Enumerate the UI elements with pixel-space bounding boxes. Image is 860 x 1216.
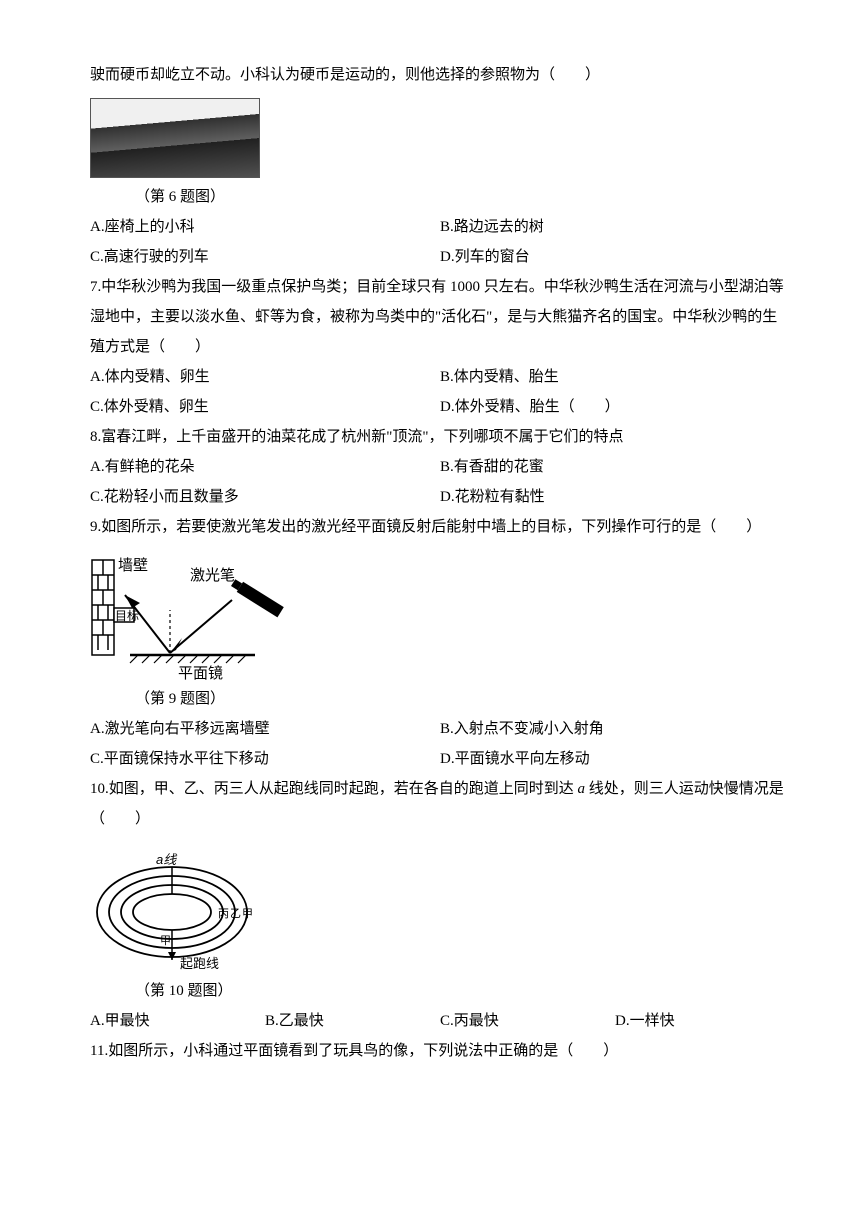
q10-label-a-line: a线 [156,852,177,867]
q7-option-d: D.体外受精、胎生（ ） [440,392,790,422]
q7-stem-1: 7.中华秋沙鸭为我国一级重点保护鸟类；目前全球只有 1000 只左右。中华秋沙鸭… [90,272,790,302]
q6-option-b: B.路边远去的树 [440,212,790,242]
q8-option-d: D.花粉粒有黏性 [440,482,790,512]
q9-options-row2: C.平面镜保持水平往下移动 D.平面镜水平向左移动 [90,744,790,774]
q6-option-d: D.列车的窗台 [440,242,790,272]
q9-label-wall: 墙壁 [118,557,148,574]
q7-option-b: B.体内受精、胎生 [440,362,790,392]
q9-label-target: 目标 [115,609,139,623]
q6-figure [90,98,790,178]
q7-options-row2: C.体外受精、卵生 D.体外受精、胎生（ ） [90,392,790,422]
q9-option-b: B.入射点不变减小入射角 [440,714,790,744]
svg-text:甲: 甲 [242,908,253,920]
q9-option-c: C.平面镜保持水平往下移动 [90,744,440,774]
q8-options-row2: C.花粉轻小而且数量多 D.花粉粒有黏性 [90,482,790,512]
q10-caption: （第 10 题图） [90,976,790,1006]
q6-stem-continued: 驶而硬币却屹立不动。小科认为硬币是运动的，则他选择的参照物为（ ） [90,60,790,90]
q8-option-a: A.有鲜艳的花朵 [90,452,440,482]
svg-text:丙: 丙 [218,908,229,920]
q6-train-image [90,98,260,178]
q9-label-mirror: 平面镜 [178,664,223,680]
q10-option-a: A.甲最快 [90,1006,265,1036]
q9-option-a: A.激光笔向右平移远离墙壁 [90,714,440,744]
q6-option-a: A.座椅上的小科 [90,212,440,242]
q10-var-a: a [578,781,586,797]
q10-stem-pre: 10.如图，甲、乙、丙三人从起跑线同时起跑，若在各自的跑道上同时到达 [90,781,578,797]
svg-text:甲: 甲 [160,935,171,947]
q10-options-row: A.甲最快 B.乙最快 C.丙最快 D.一样快 [90,1006,790,1036]
q6-caption: （第 6 题图） [90,182,790,212]
q7-option-c: C.体外受精、卵生 [90,392,440,422]
q9-options-row1: A.激光笔向右平移远离墙壁 B.入射点不变减小入射角 [90,714,790,744]
q11-stem: 11.如图所示，小科通过平面镜看到了玩具鸟的像，下列说法中正确的是（ ） [90,1036,790,1066]
q6-option-c: C.高速行驶的列车 [90,242,440,272]
q8-option-c: C.花粉轻小而且数量多 [90,482,440,512]
q10-option-d: D.一样快 [615,1006,790,1036]
q10-figure: a线 起跑线 丙 乙 甲 甲 [90,842,270,972]
q7-stem-3: 殖方式是（ ） [90,332,790,362]
q8-stem: 8.富春江畔，上千亩盛开的油菜花成了杭州新"顶流"，下列哪项不属于它们的特点 [90,422,790,452]
svg-text:乙: 乙 [230,907,241,920]
q6-options-row2: C.高速行驶的列车 D.列车的窗台 [90,242,790,272]
q9-stem: 9.如图所示，若要使激光笔发出的激光经平面镜反射后能射中墙上的目标，下列操作可行… [90,512,790,542]
q10-option-b: B.乙最快 [265,1006,440,1036]
q9-diagram: 墙壁 目标 平面镜 激光笔 [90,550,290,680]
q10-option-c: C.丙最快 [440,1006,615,1036]
q10-label-start: 起跑线 [180,956,219,971]
q6-options-row1: A.座椅上的小科 B.路边远去的树 [90,212,790,242]
q9-caption: （第 9 题图） [90,684,790,714]
q9-figure: 墙壁 目标 平面镜 激光笔 [90,550,290,680]
q7-stem-2: 湿地中，主要以淡水鱼、虾等为食，被称为鸟类中的"活化石"，是与大熊猫齐名的国宝。… [90,302,790,332]
q10-stem-2: （ ） [90,804,790,834]
q7-option-a: A.体内受精、卵生 [90,362,440,392]
q8-options-row1: A.有鲜艳的花朵 B.有香甜的花蜜 [90,452,790,482]
q10-stem: 10.如图，甲、乙、丙三人从起跑线同时起跑，若在各自的跑道上同时到达 a 线处，… [90,774,790,804]
q7-options-row1: A.体内受精、卵生 B.体内受精、胎生 [90,362,790,392]
q10-stem-post: 线处，则三人运动快慢情况是 [585,781,784,797]
q9-option-d: D.平面镜水平向左移动 [440,744,790,774]
q8-option-b: B.有香甜的花蜜 [440,452,790,482]
q10-diagram: a线 起跑线 丙 乙 甲 甲 [90,842,270,972]
q9-label-pen: 激光笔 [190,567,235,584]
